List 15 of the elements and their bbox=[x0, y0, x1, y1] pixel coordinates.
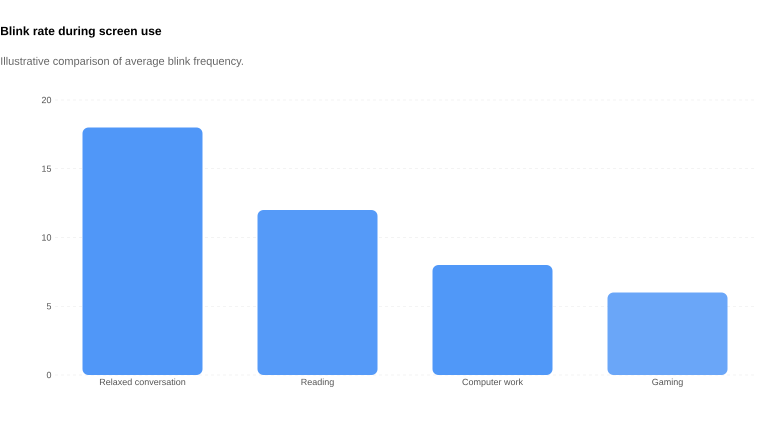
y-tick-label: 5 bbox=[46, 303, 52, 310]
chart-title: Blink rate during screen use bbox=[1, 26, 162, 38]
y-tick-label: 10 bbox=[42, 234, 52, 241]
bar bbox=[432, 265, 553, 375]
x-tick-label: Computer work bbox=[462, 378, 524, 387]
y-tick-label: 20 bbox=[42, 96, 52, 104]
x-tick-label: Reading bbox=[301, 378, 334, 387]
y-tick-label: 0 bbox=[46, 372, 52, 378]
bar bbox=[608, 292, 728, 375]
bar bbox=[82, 128, 203, 375]
x-tick-label: Relaxed conversation bbox=[100, 378, 186, 386]
bar bbox=[258, 210, 378, 375]
x-tick-label: Gaming bbox=[652, 378, 683, 387]
chart-subtitle: Illustrative comparison of average blink frequency. bbox=[1, 56, 243, 68]
y-tick-label: 15 bbox=[42, 166, 52, 172]
